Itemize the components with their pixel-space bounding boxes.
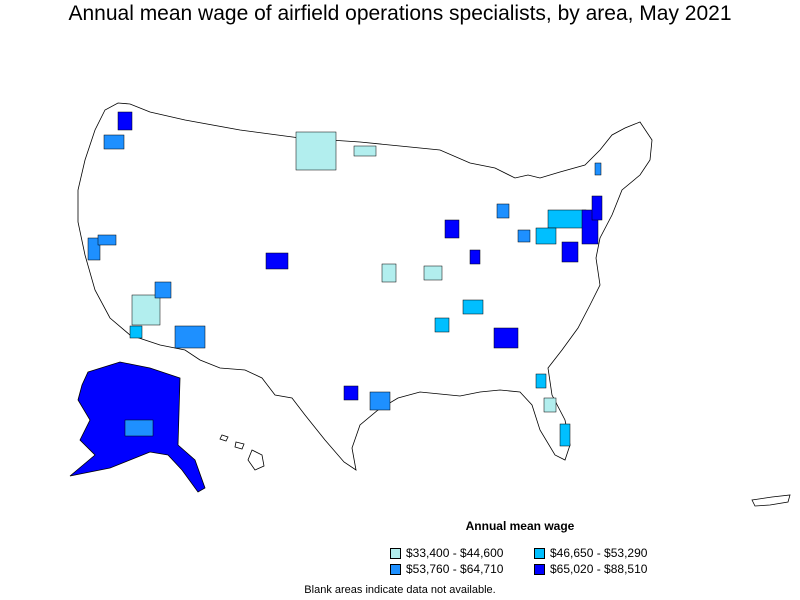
area-michigan xyxy=(496,203,510,219)
legend-item-4: $65,020 - $88,510 xyxy=(534,562,647,576)
area-virginia xyxy=(561,241,579,263)
map-title: Annual mean wage of airfield operations … xyxy=(68,2,732,25)
legend-label-2: $46,650 - $53,290 xyxy=(550,546,648,560)
legend-swatch-2 xyxy=(534,547,545,559)
puerto-rico-outline xyxy=(751,494,791,507)
area-california-bay xyxy=(87,237,101,261)
legend-title: Annual mean wage xyxy=(465,519,575,533)
area-nd xyxy=(353,145,377,157)
legend-label-3: $53,760 - $64,710 xyxy=(406,562,504,576)
lower48-outline xyxy=(77,102,653,471)
area-washington xyxy=(117,111,133,131)
area-arizona xyxy=(131,294,161,326)
area-missouri xyxy=(423,265,443,281)
legend-item-3: $53,760 - $64,710 xyxy=(390,562,503,576)
area-tennessee xyxy=(462,299,484,315)
area-indiana xyxy=(469,249,481,265)
area-florida-south xyxy=(559,423,571,447)
area-phoenix xyxy=(174,325,206,349)
hawaii-outline xyxy=(219,434,265,471)
legend-swatch-3 xyxy=(390,563,401,575)
area-florida-north xyxy=(543,397,557,413)
legend-swatch-4 xyxy=(534,563,545,575)
area-maine xyxy=(594,162,602,176)
area-arizona-south xyxy=(129,325,143,339)
legend-label-4: $65,020 - $88,510 xyxy=(550,562,648,576)
area-ohio xyxy=(517,229,531,243)
legend-item-1: $33,400 - $44,600 xyxy=(390,546,503,560)
area-new-york xyxy=(591,195,603,221)
area-kansas xyxy=(381,263,397,283)
area-florida-orlando xyxy=(535,373,547,389)
area-texas-houston xyxy=(369,391,391,411)
legend-item-2: $46,650 - $53,290 xyxy=(534,546,647,560)
legend-swatch-1 xyxy=(390,547,401,559)
area-colorado xyxy=(265,252,289,270)
area-oregon xyxy=(103,134,125,150)
area-alaska-interior xyxy=(124,419,154,437)
area-california-sac xyxy=(97,234,117,246)
legend-label-1: $33,400 - $44,600 xyxy=(406,546,504,560)
area-georgia xyxy=(493,327,519,349)
area-dc xyxy=(535,227,557,245)
area-illinois xyxy=(444,219,460,239)
area-texas-dallas xyxy=(343,385,359,401)
footnote: Blank areas indicate data not available. xyxy=(304,584,496,596)
area-montana xyxy=(295,131,337,171)
area-utah xyxy=(154,281,172,299)
area-pennsylvania xyxy=(547,209,587,229)
area-arkansas xyxy=(434,317,450,333)
